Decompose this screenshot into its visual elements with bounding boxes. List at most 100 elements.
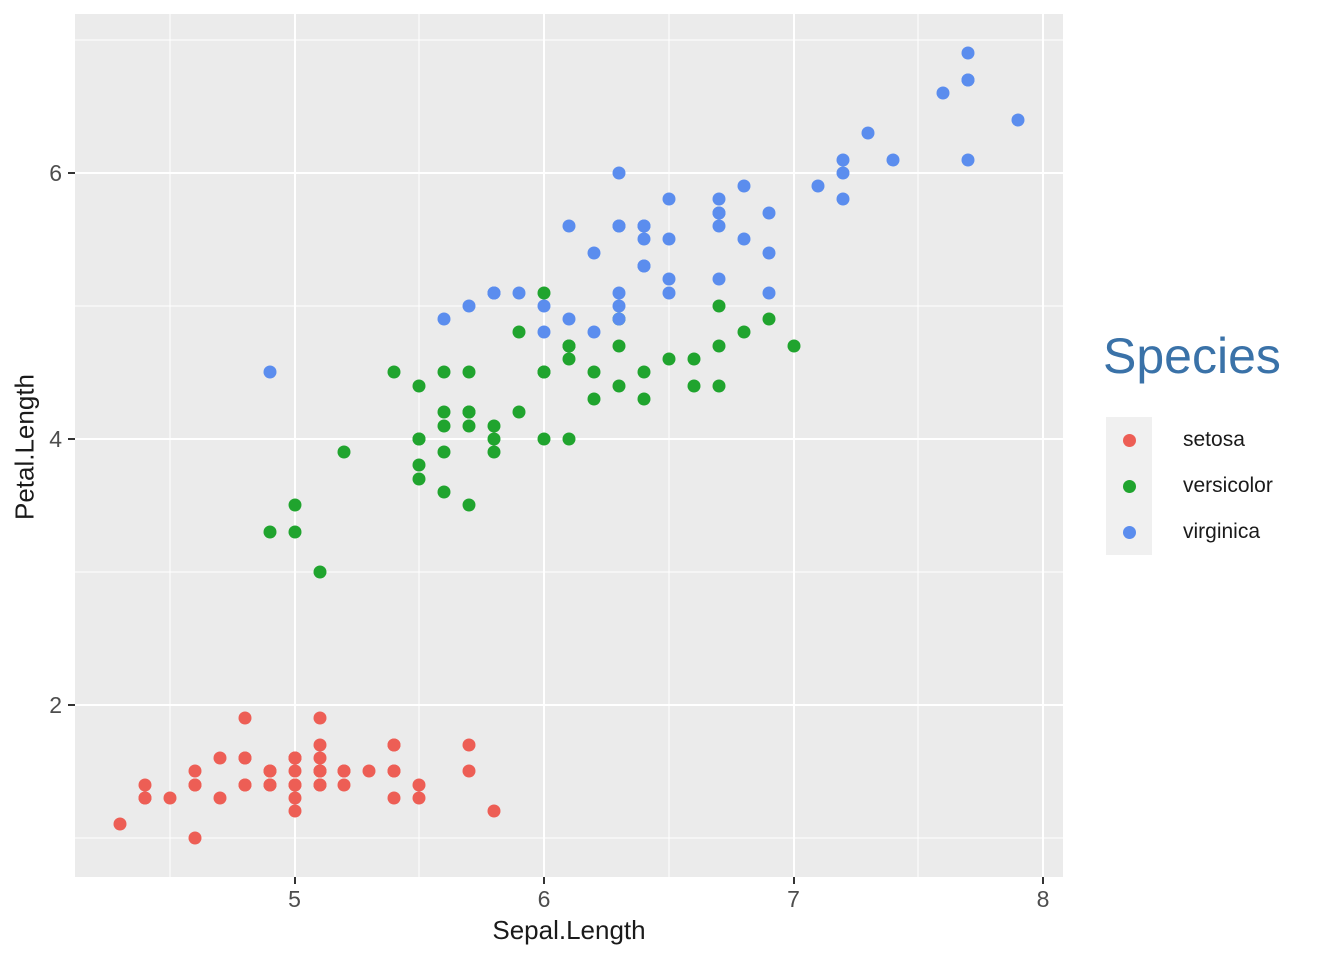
y-tick-mark xyxy=(68,437,75,440)
data-point-setosa xyxy=(337,764,351,778)
data-point-versicolor xyxy=(637,392,651,406)
data-point-versicolor xyxy=(537,286,551,300)
x-axis-tick-marks xyxy=(75,877,1063,884)
legend-items: setosa versicolor virginica xyxy=(1103,417,1281,555)
data-point-virginica xyxy=(712,206,726,220)
data-point-versicolor xyxy=(687,352,701,366)
legend-item-versicolor: versicolor xyxy=(1103,463,1281,509)
x-axis-title: Sepal.Length xyxy=(492,915,646,945)
gridline-major-x xyxy=(543,14,546,877)
data-point-setosa xyxy=(263,778,277,792)
data-point-versicolor xyxy=(662,352,676,366)
data-point-setosa xyxy=(238,778,252,792)
data-point-versicolor xyxy=(487,445,501,459)
data-point-setosa xyxy=(213,751,227,765)
legend-title: Species xyxy=(1103,328,1281,384)
data-point-versicolor xyxy=(412,432,426,446)
data-point-virginica xyxy=(762,246,776,260)
data-point-virginica xyxy=(1011,113,1025,127)
virginica-dot-icon xyxy=(1122,525,1136,539)
data-point-versicolor xyxy=(612,379,626,393)
data-point-virginica xyxy=(961,73,975,87)
data-point-virginica xyxy=(612,286,626,300)
gridline-minor-x xyxy=(169,14,171,877)
data-point-virginica xyxy=(961,46,975,60)
data-point-setosa xyxy=(462,738,476,752)
gridline-major-x xyxy=(1042,14,1045,877)
data-point-virginica xyxy=(836,166,850,180)
data-point-versicolor xyxy=(712,339,726,353)
y-tick-label: 6 xyxy=(49,159,62,186)
data-point-versicolor xyxy=(562,339,576,353)
gridline-major-x xyxy=(792,14,795,877)
data-point-versicolor xyxy=(462,365,476,379)
plot-panel xyxy=(75,14,1063,877)
data-point-setosa xyxy=(313,764,326,778)
legend-item-virginica: virginica xyxy=(1103,509,1281,555)
legend-key xyxy=(1106,417,1152,463)
data-point-versicolor xyxy=(437,419,451,433)
data-point-virginica xyxy=(263,365,277,379)
data-point-setosa xyxy=(288,778,302,792)
data-point-virginica xyxy=(637,219,651,233)
data-point-virginica xyxy=(737,232,751,246)
data-point-setosa xyxy=(188,764,202,778)
data-point-versicolor xyxy=(437,445,451,459)
gridline-minor-y xyxy=(75,39,1063,41)
data-point-versicolor xyxy=(337,445,351,459)
data-point-versicolor xyxy=(462,405,476,419)
data-point-versicolor xyxy=(537,365,551,379)
data-point-versicolor xyxy=(562,352,576,366)
data-point-virginica xyxy=(587,246,601,260)
data-point-setosa xyxy=(188,831,202,845)
data-point-versicolor xyxy=(512,405,526,419)
data-point-versicolor xyxy=(637,365,651,379)
y-tick-label: 2 xyxy=(49,691,62,718)
data-point-virginica xyxy=(662,192,676,206)
data-point-virginica xyxy=(762,206,776,220)
data-point-virginica xyxy=(612,312,626,326)
data-point-setosa xyxy=(412,791,426,805)
data-point-setosa xyxy=(313,751,326,765)
data-point-versicolor xyxy=(712,299,726,313)
data-point-setosa xyxy=(337,778,351,792)
legend-label-virginica: virginica xyxy=(1183,520,1261,543)
data-point-virginica xyxy=(936,86,950,100)
x-tick-mark xyxy=(1042,877,1045,884)
data-point-versicolor xyxy=(487,432,501,446)
data-point-virginica xyxy=(562,219,576,233)
data-point-virginica xyxy=(811,179,825,193)
data-point-versicolor xyxy=(587,392,601,406)
data-point-setosa xyxy=(238,751,252,765)
data-point-versicolor xyxy=(587,365,601,379)
data-point-setosa xyxy=(263,764,277,778)
data-point-virginica xyxy=(637,232,651,246)
gridline-major-y xyxy=(75,703,1063,706)
data-point-setosa xyxy=(313,738,326,752)
data-point-virginica xyxy=(836,192,850,206)
data-point-versicolor xyxy=(288,498,302,512)
data-point-versicolor xyxy=(512,325,526,339)
y-axis-tick-labels: 2 4 6 xyxy=(0,14,62,877)
setosa-dot-icon xyxy=(1122,433,1136,447)
x-tick-mark xyxy=(293,877,296,884)
data-point-virginica xyxy=(836,153,850,167)
data-point-versicolor xyxy=(412,379,426,393)
y-tick-label: 4 xyxy=(49,425,62,452)
x-tick-label: 7 xyxy=(787,886,800,912)
data-point-virginica xyxy=(737,179,751,193)
x-tick-label: 8 xyxy=(1036,886,1050,912)
gridline-minor-y xyxy=(75,837,1063,839)
gridline-minor-y xyxy=(75,305,1063,307)
gridline-major-y xyxy=(75,171,1063,174)
data-point-versicolor xyxy=(712,379,726,393)
data-point-setosa xyxy=(238,711,252,725)
data-point-virginica xyxy=(612,166,626,180)
x-tick-mark xyxy=(543,877,546,884)
data-point-virginica xyxy=(587,325,601,339)
data-point-virginica xyxy=(637,259,651,273)
data-point-versicolor xyxy=(288,525,302,539)
data-point-setosa xyxy=(138,791,152,805)
data-point-setosa xyxy=(362,764,376,778)
